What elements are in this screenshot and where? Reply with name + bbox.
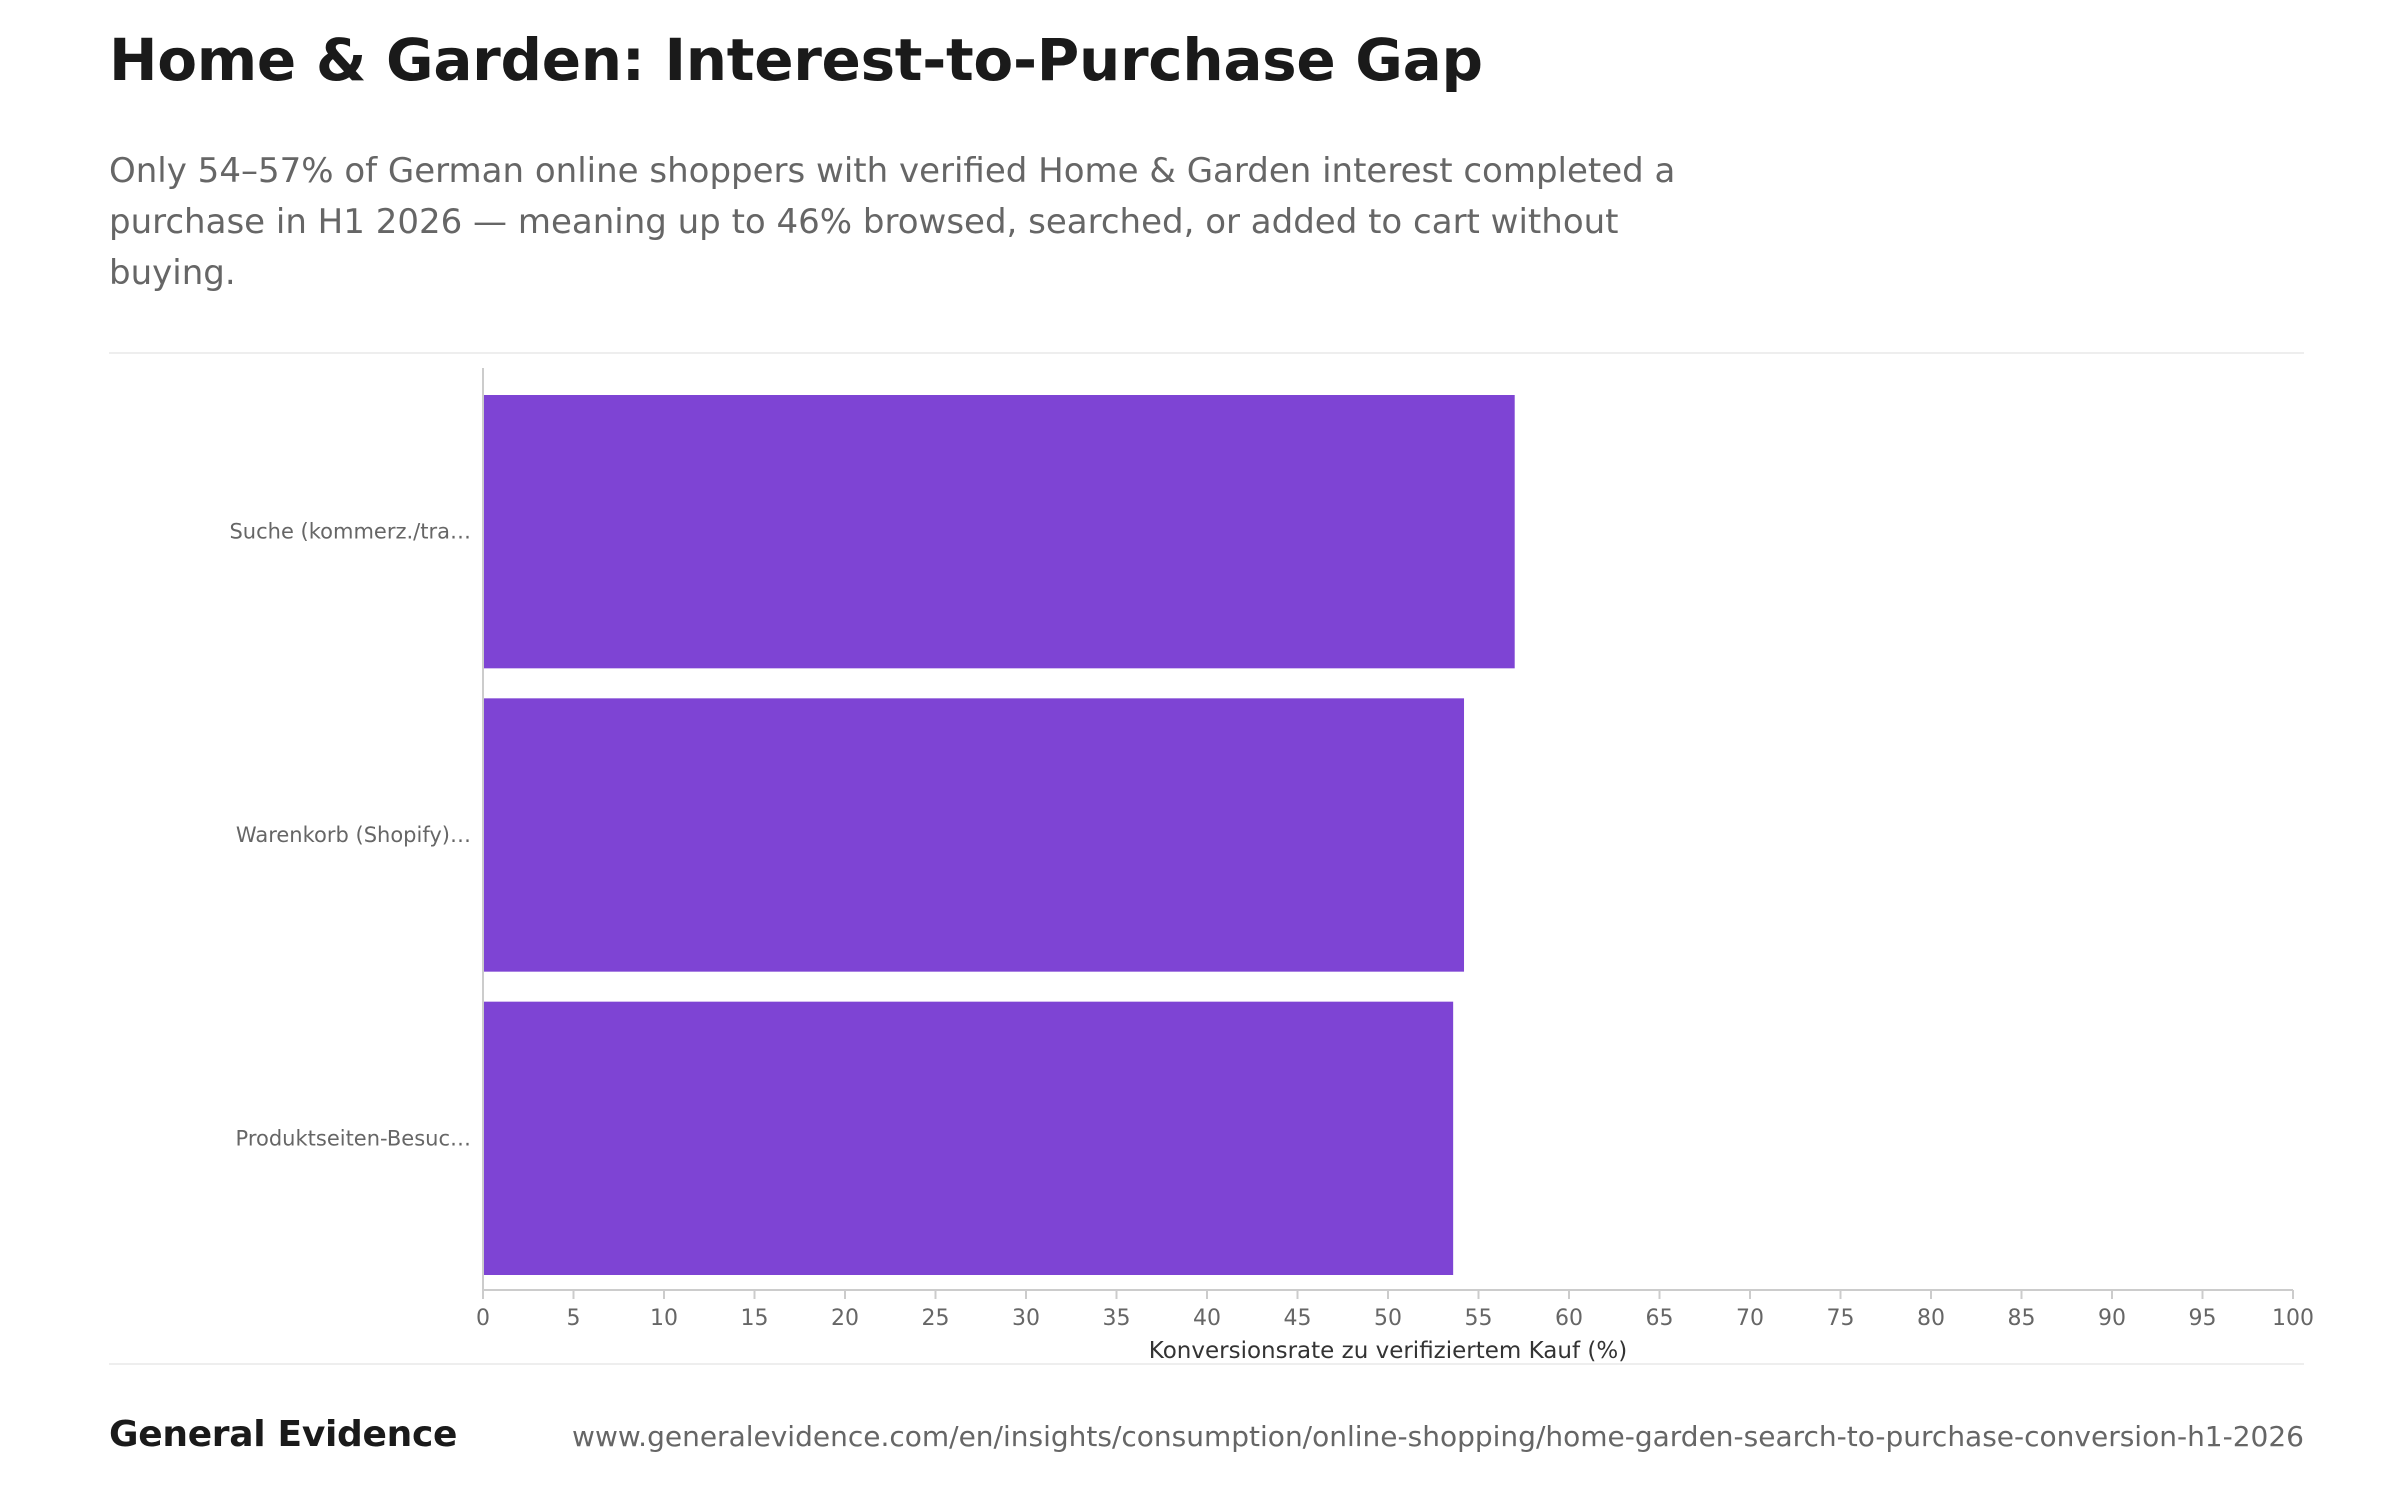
x-axis-label: Konversionsrate zu verifiziertem Kauf (%… xyxy=(1149,1338,1627,1364)
category-label: Produktseiten-Besuc… xyxy=(236,1126,471,1150)
chart-title: Home & Garden: Interest-to-Purchase Gap xyxy=(109,26,1483,94)
category-labels-group: Suche (kommerz./tra… Warenkorb (Shopify)…… xyxy=(229,520,471,1151)
x-tick-label: 40 xyxy=(1193,1306,1221,1331)
x-tick-label: 80 xyxy=(1917,1306,1945,1331)
x-tick-label: 50 xyxy=(1374,1306,1402,1331)
bar xyxy=(483,698,1465,972)
x-tick-label: 20 xyxy=(831,1306,859,1331)
x-tick-label: 45 xyxy=(1284,1306,1312,1331)
footer-brand: General Evidence xyxy=(109,1414,458,1455)
x-tick-label: 65 xyxy=(1646,1306,1674,1331)
category-label: Warenkorb (Shopify)… xyxy=(236,823,471,847)
chart-subtitle: Only 54–57% of German online shoppers wi… xyxy=(109,151,1676,293)
x-tick-label: 30 xyxy=(1012,1306,1040,1331)
footer-source-url[interactable]: www.generalevidence.com/en/insights/cons… xyxy=(572,1420,2304,1453)
bar xyxy=(483,1001,1454,1275)
bottom-divider xyxy=(109,1363,2304,1365)
bars-group xyxy=(483,395,1515,1275)
x-tick-label: 0 xyxy=(476,1306,490,1331)
x-tick-label: 90 xyxy=(2098,1306,2126,1331)
x-tick-label: 35 xyxy=(1103,1306,1131,1331)
category-label: Suche (kommerz./tra… xyxy=(229,520,471,544)
x-tick-label: 60 xyxy=(1555,1306,1583,1331)
x-ticks-group: 0 5 10 15 20 25 30 35 40 45 50 55 60 65 70 75 80 85 90 95 10… xyxy=(476,1290,2314,1331)
x-tick-label: 85 xyxy=(2008,1306,2036,1331)
x-tick-label: 95 xyxy=(2189,1306,2217,1331)
x-tick-label: 25 xyxy=(922,1306,950,1331)
x-tick-label: 55 xyxy=(1465,1306,1493,1331)
x-tick-label: 15 xyxy=(741,1306,769,1331)
bar xyxy=(483,395,1515,669)
x-tick-label: 100 xyxy=(2272,1306,2314,1331)
top-divider xyxy=(109,352,2304,354)
x-tick-label: 75 xyxy=(1827,1306,1855,1331)
x-tick-label: 10 xyxy=(650,1306,678,1331)
x-tick-label: 70 xyxy=(1736,1306,1764,1331)
x-tick-label: 5 xyxy=(567,1306,581,1331)
